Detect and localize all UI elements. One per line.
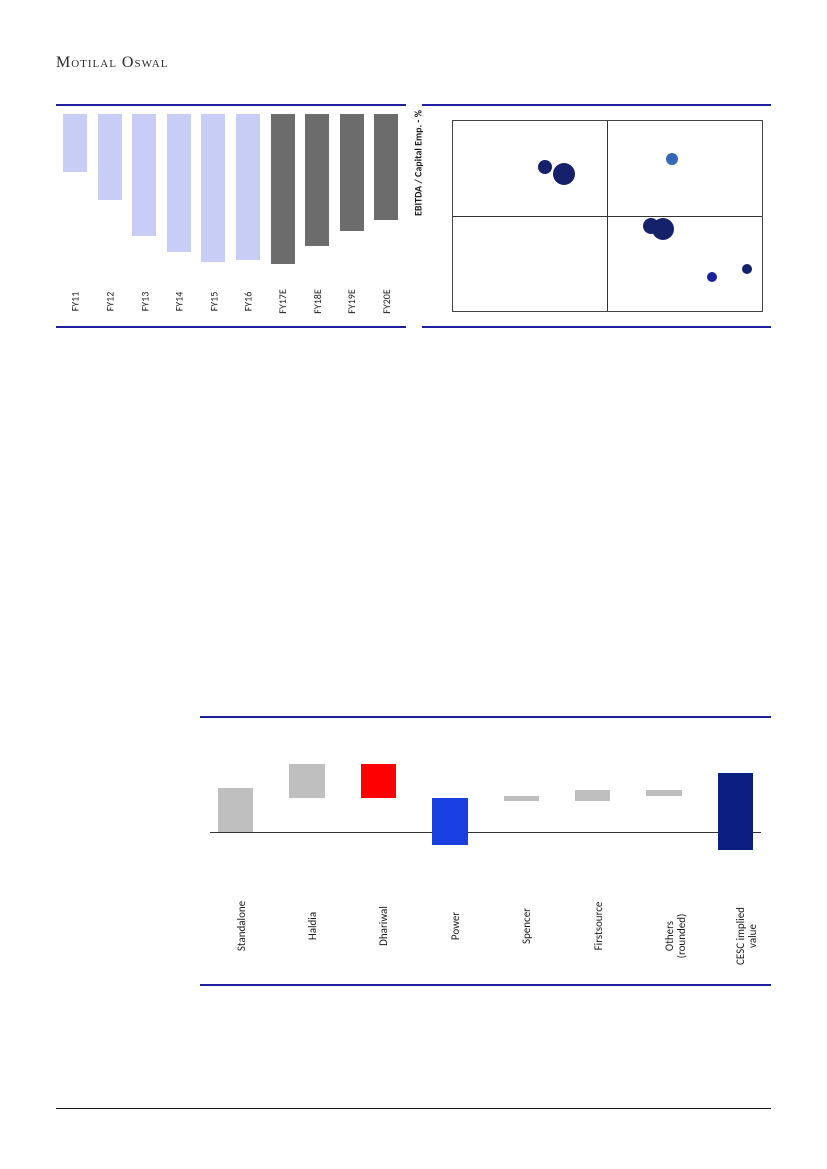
scatter-point: [707, 272, 717, 282]
sotp-segment: [710, 738, 761, 882]
sotp-bar: [432, 798, 467, 844]
sotp-segment: [424, 738, 475, 882]
scatter-point: [538, 160, 552, 174]
scatter-point: [666, 153, 678, 165]
sotp-segment: [496, 738, 547, 882]
top-row: FY11 FY12 FY13 FY14 FY15 FY16 FY17E FY18E FY19E F…: [56, 104, 771, 328]
bar: [62, 114, 89, 280]
bar: [269, 114, 296, 280]
scatter-plot: [452, 120, 764, 312]
bar-label: FY20E: [373, 282, 400, 326]
sotp-segment: [353, 738, 404, 882]
bar-label: FY16: [235, 282, 262, 326]
bar-label: FY17E: [269, 282, 296, 326]
exhibit-31-panel: FY11 FY12 FY13 FY14 FY15 FY16 FY17E FY18E FY19E F…: [56, 104, 406, 328]
bar-label: FY15: [200, 282, 227, 326]
sotp-label: CESC impliedvalue: [710, 886, 761, 980]
bar-label: FY14: [166, 282, 193, 326]
sotp-bar: [646, 790, 681, 796]
bar-column: [167, 114, 191, 252]
scatter-y-axis-label: EBITDA / Capital Emp. - %: [411, 110, 424, 216]
sotp-plot: [210, 738, 761, 882]
bar-label: FY12: [97, 282, 124, 326]
sotp-bar: [504, 796, 539, 802]
bar-column: [63, 114, 87, 172]
sotp-label: Spencer: [496, 886, 547, 980]
bar-chart: [62, 114, 400, 280]
bar-column: [132, 114, 156, 236]
bar-column: [201, 114, 225, 262]
bar: [166, 114, 193, 280]
sotp-segment: [638, 738, 689, 882]
sotp-bar: [361, 764, 396, 799]
bar-chart-labels: FY11 FY12 FY13 FY14 FY15 FY16 FY17E FY18E FY19E F…: [62, 282, 400, 326]
bar: [131, 114, 158, 280]
sotp-label: Haldia: [281, 886, 332, 980]
bar-column: [340, 114, 364, 231]
bar: [235, 114, 262, 280]
panel-rule: [56, 104, 406, 106]
bar-label: FY19E: [338, 282, 365, 326]
sotp-segment: [281, 738, 332, 882]
bar-column: [305, 114, 329, 246]
sotp-label: Power: [424, 886, 475, 980]
sotp-bar: [575, 790, 610, 802]
bar-label: FY18E: [304, 282, 331, 326]
panel-rule: [200, 984, 771, 986]
exhibit-33-panel: Standalone Haldia Dhariwal Power Spencer Firs…: [200, 716, 771, 986]
scatter-point: [553, 163, 575, 185]
bar-column: [236, 114, 260, 260]
sotp-bar: [289, 764, 324, 799]
sotp-bar: [218, 788, 253, 831]
sotp-bar: [718, 773, 753, 851]
scatter-quadline-v: [607, 121, 608, 311]
bar: [304, 114, 331, 280]
bar-column: [271, 114, 295, 264]
sotp-segment: [567, 738, 618, 882]
panel-rule: [200, 716, 771, 718]
sotp-segment: [210, 738, 261, 882]
sotp-label: Others(rounded): [638, 886, 689, 980]
sotp-label: Firstsource: [567, 886, 618, 980]
bar: [373, 114, 400, 280]
bar-label: FY13: [131, 282, 158, 326]
page-bottom-rule: [56, 1108, 771, 1109]
panel-rule: [56, 326, 406, 328]
sotp-labels: Standalone Haldia Dhariwal Power Spencer Firs…: [210, 886, 761, 980]
bar-label: FY11: [62, 282, 89, 326]
scatter-point: [742, 264, 752, 274]
scatter-point: [652, 218, 674, 240]
brand-logo-text: Motilal Oswal: [56, 54, 168, 72]
panel-rule: [422, 104, 772, 106]
bar-column: [374, 114, 398, 220]
panel-rule: [422, 326, 772, 328]
exhibit-32-panel: EBITDA / Capital Emp. - %: [422, 104, 772, 328]
bar: [200, 114, 227, 280]
bar-column: [98, 114, 122, 200]
sotp-label: Dhariwal: [353, 886, 404, 980]
bar: [338, 114, 365, 280]
bar: [97, 114, 124, 280]
sotp-label: Standalone: [210, 886, 261, 980]
